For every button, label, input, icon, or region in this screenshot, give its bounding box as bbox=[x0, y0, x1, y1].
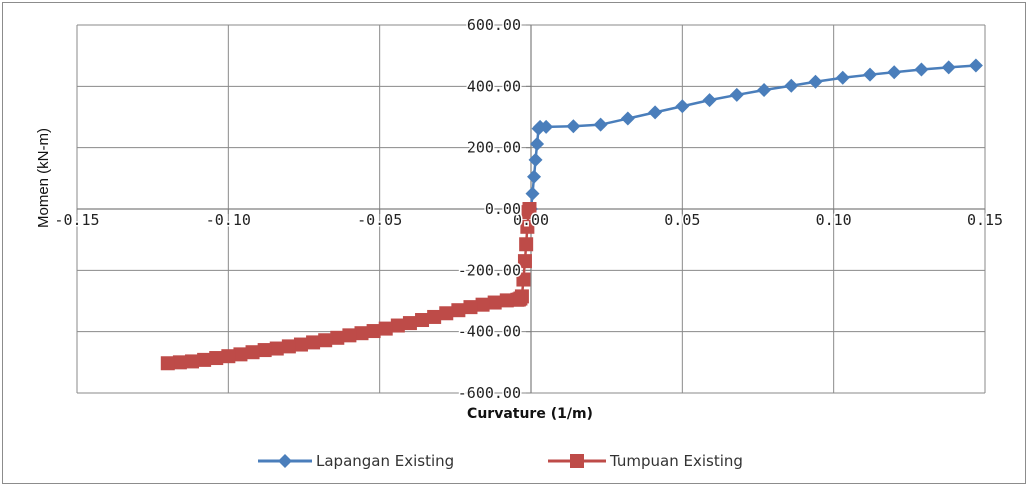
data-point-tumpuan-existing bbox=[475, 297, 490, 312]
y-tick-label: -400.00 bbox=[458, 323, 521, 341]
data-point-tumpuan-existing bbox=[378, 321, 393, 336]
y-tick-label: 0.00 bbox=[485, 200, 521, 218]
data-point-tumpuan-existing bbox=[521, 205, 536, 220]
data-point-lapangan-existing bbox=[620, 111, 635, 126]
data-point-tumpuan-existing bbox=[439, 306, 454, 321]
x-tick-label: -0.05 bbox=[357, 211, 402, 229]
data-point-lapangan-existing bbox=[528, 152, 543, 167]
data-point-lapangan-existing bbox=[525, 186, 540, 201]
data-point-tumpuan-existing bbox=[197, 352, 212, 367]
x-tick-label: -0.15 bbox=[54, 211, 99, 229]
data-point-lapangan-existing bbox=[593, 117, 608, 132]
legend-marker-tumpuan bbox=[570, 454, 584, 468]
y-tick-label: 400.00 bbox=[467, 77, 521, 95]
data-point-tumpuan-existing bbox=[209, 351, 224, 366]
x-axis-title: Curvature (1/m) bbox=[467, 406, 593, 422]
series-line-lapangan-existing bbox=[529, 64, 977, 210]
data-point-lapangan-existing bbox=[941, 60, 956, 75]
tick-labels: -0.15 -0.10 -0.05 0.00 0.05 0.10 0.15 600.00 400… bbox=[53, 15, 1005, 404]
data-point-tumpuan-existing bbox=[390, 318, 405, 333]
data-point-tumpuan-existing bbox=[519, 237, 534, 252]
data-point-tumpuan-existing bbox=[516, 272, 531, 287]
data-point-lapangan-existing bbox=[808, 74, 823, 89]
data-point-lapangan-existing bbox=[675, 99, 690, 114]
data-point-lapangan-existing bbox=[539, 119, 554, 134]
data-point-tumpuan-existing bbox=[172, 355, 187, 370]
legend-marker-lapangan bbox=[278, 454, 292, 468]
data-point-tumpuan-existing bbox=[517, 254, 532, 269]
data-point-tumpuan-existing bbox=[160, 356, 175, 371]
data-point-tumpuan-existing bbox=[281, 339, 296, 354]
data-point-lapangan-existing bbox=[887, 65, 902, 80]
x-tick-label: 0.10 bbox=[816, 211, 852, 229]
x-tick-label: -0.10 bbox=[206, 211, 251, 229]
data-point-tumpuan-existing bbox=[330, 330, 345, 345]
data-point-lapangan-existing bbox=[862, 67, 877, 82]
data-point-lapangan-existing bbox=[729, 87, 744, 102]
data-point-tumpuan-existing bbox=[185, 354, 200, 369]
data-point-tumpuan-existing bbox=[293, 337, 308, 352]
data-point-tumpuan-existing bbox=[487, 295, 502, 310]
data-point-tumpuan-existing bbox=[233, 347, 248, 362]
data-point-lapangan-existing bbox=[527, 169, 542, 184]
x-tick-label: 0.15 bbox=[967, 211, 1003, 229]
data-point-tumpuan-existing bbox=[306, 335, 321, 350]
data-point-tumpuan-existing bbox=[269, 341, 284, 356]
legend-label-lapangan: Lapangan Existing bbox=[316, 452, 454, 470]
data-point-tumpuan-existing bbox=[463, 300, 478, 315]
x-tick-label: 0.00 bbox=[513, 211, 549, 229]
data-point-tumpuan-existing bbox=[342, 328, 357, 343]
series-layer bbox=[160, 58, 983, 371]
y-tick-label: -200.00 bbox=[458, 261, 521, 279]
data-point-tumpuan-existing bbox=[427, 309, 442, 324]
data-point-tumpuan-existing bbox=[257, 343, 272, 358]
data-point-lapangan-existing bbox=[835, 70, 850, 85]
data-point-lapangan-existing bbox=[784, 78, 799, 93]
data-point-tumpuan-existing bbox=[354, 326, 369, 341]
data-point-tumpuan-existing bbox=[245, 345, 260, 360]
x-tick-label: 0.05 bbox=[664, 211, 700, 229]
y-tick-label: -600.00 bbox=[458, 384, 521, 402]
data-point-tumpuan-existing bbox=[318, 333, 333, 348]
y-tick-label: 200.00 bbox=[467, 139, 521, 157]
data-point-tumpuan-existing bbox=[221, 349, 236, 364]
data-point-lapangan-existing bbox=[566, 119, 581, 134]
data-point-lapangan-existing bbox=[914, 62, 929, 77]
data-point-lapangan-existing bbox=[968, 58, 983, 73]
data-point-lapangan-existing bbox=[702, 93, 717, 108]
legend-label-tumpuan: Tumpuan Existing bbox=[609, 452, 743, 470]
data-point-tumpuan-existing bbox=[510, 292, 525, 307]
y-tick-label: 600.00 bbox=[467, 16, 521, 34]
legend: Lapangan Existing Tumpuan Existing bbox=[258, 452, 743, 470]
data-point-tumpuan-existing bbox=[415, 313, 430, 328]
data-point-tumpuan-existing bbox=[451, 303, 466, 318]
data-point-tumpuan-existing bbox=[499, 293, 514, 308]
y-axis-title: Momen (kN-m) bbox=[35, 128, 52, 228]
data-point-tumpuan-existing bbox=[402, 316, 417, 331]
data-point-tumpuan-existing bbox=[520, 219, 535, 234]
data-point-lapangan-existing bbox=[530, 136, 545, 151]
data-point-lapangan-existing bbox=[648, 105, 663, 120]
data-point-tumpuan-existing bbox=[366, 324, 381, 339]
data-point-lapangan-existing bbox=[757, 83, 772, 98]
